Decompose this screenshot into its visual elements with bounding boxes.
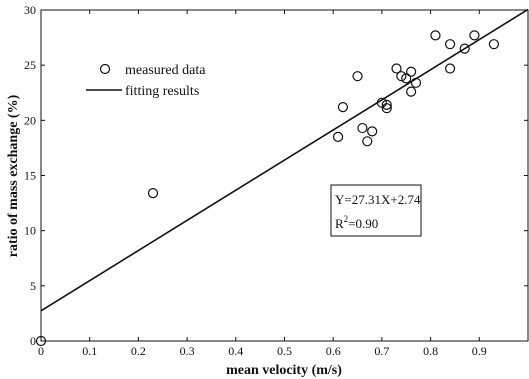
r2-value: =0.90: [348, 216, 378, 231]
fit-line-layer: [40, 8, 529, 312]
y-axis-ticks: 0 5 10 15 20 25 30: [24, 3, 528, 348]
x-tick-label: 0.7: [374, 344, 389, 358]
data-point: [469, 30, 480, 41]
data-point: [406, 66, 417, 77]
legend-label-fitting: fitting results: [125, 84, 199, 99]
data-point: [444, 39, 456, 50]
y-tick-label: 20: [24, 113, 36, 127]
data-point: [396, 71, 407, 82]
y-tick-label: 10: [24, 224, 36, 238]
data-point: [410, 77, 422, 88]
data-point: [406, 86, 417, 97]
x-tick-label: 0.1: [82, 344, 97, 358]
data-point: [147, 188, 159, 199]
y-tick-label: 5: [30, 279, 36, 293]
data-point: [362, 136, 373, 147]
y-axis-label: ratio of mass exchange (%): [6, 94, 21, 257]
data-point: [391, 63, 402, 74]
data-point: [381, 103, 392, 114]
fit-line: [40, 8, 529, 312]
y-tick-label: 30: [24, 3, 36, 17]
x-tick-label: 0.5: [277, 344, 292, 358]
x-tick-label: 0.2: [131, 344, 146, 358]
data-point: [444, 63, 456, 74]
x-tick-label: 0.8: [423, 344, 438, 358]
equation-text: Y=27.31X+2.74: [335, 192, 421, 207]
data-point: [430, 30, 441, 41]
r2-superscript: 2: [344, 214, 349, 224]
data-point: [459, 43, 470, 54]
data-points-layer: [35, 30, 500, 347]
data-point: [367, 126, 378, 137]
r2-prefix: R: [335, 216, 344, 231]
legend-circle-marker: [99, 63, 111, 75]
y-tick-label: 25: [24, 58, 36, 72]
x-tick-label: 0.9: [472, 344, 487, 358]
equation-box-frame: [330, 184, 422, 237]
plot-frame: [40, 9, 529, 342]
x-tick-label: 0.6: [326, 344, 341, 358]
x-axis-label: mean velocity (m/s): [226, 363, 342, 378]
y-tick-label: 15: [24, 169, 36, 183]
data-point: [488, 39, 500, 50]
x-axis-ticks: 0 0.1 0.2 0.3 0.4 0.5 0.6 0.7 0.8 0.9: [38, 10, 487, 358]
legend: measured data fitting results: [86, 63, 206, 99]
data-point: [401, 73, 412, 84]
data-point: [337, 101, 349, 113]
data-point: [381, 99, 392, 110]
x-tick-label: 0: [38, 344, 44, 358]
r2-text: R2=0.90: [335, 214, 378, 231]
x-tick-label: 0.3: [180, 344, 195, 358]
data-point: [332, 131, 344, 142]
data-point: [35, 335, 47, 347]
legend-label-measured: measured data: [125, 63, 206, 78]
data-point: [352, 71, 363, 82]
x-tick-label: 0.4: [228, 344, 243, 358]
data-point: [357, 122, 368, 134]
equation-box: Y=27.31X+2.74 R2=0.90: [330, 184, 422, 237]
y-tick-label: 0: [30, 334, 36, 348]
